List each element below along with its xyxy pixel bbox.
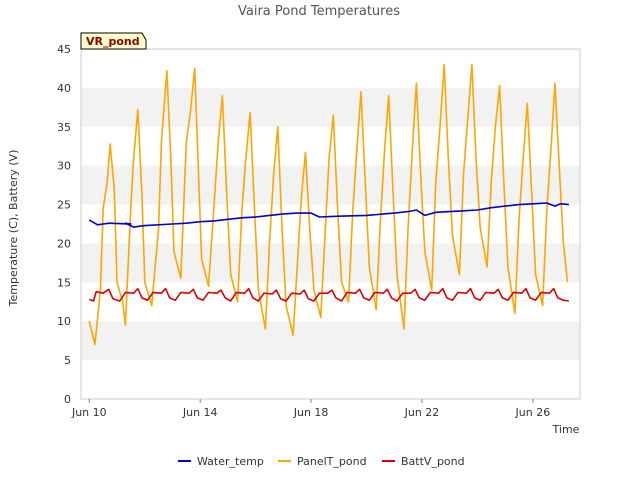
y-tick-label: 45: [57, 43, 71, 56]
x-axis-label: Time: [552, 423, 580, 436]
y-axis-label: Temperature (C), Battery (V): [7, 150, 20, 308]
grid-band: [81, 165, 580, 205]
x-tick-label: Jun 10: [71, 406, 107, 419]
legend: Water_temp PanelT_pond BattV_pond: [178, 455, 465, 468]
x-tick-label: Jun 22: [404, 406, 440, 419]
badge: VR_pond: [80, 32, 147, 50]
y-tick-label: 30: [57, 160, 71, 173]
series-layer: [88, 63, 570, 346]
y-tick-label: 40: [57, 82, 71, 95]
y-axis-ticks: 0 5 10 15 20 25 30 35 40 45: [57, 43, 71, 406]
x-tick-label: Jun 14: [182, 406, 218, 419]
y-tick-label: 15: [57, 276, 71, 289]
plot-frame: [80, 48, 581, 400]
grid-band: [81, 282, 580, 322]
badge-label: VR_pond: [86, 35, 140, 48]
chart-title: Vaira Pond Temperatures: [238, 4, 400, 19]
y-tick-label: 20: [57, 237, 71, 250]
y-tick-label: 10: [57, 315, 71, 328]
x-axis-ticks: Jun 10 Jun 14 Jun 18 Jun 22 Jun 26: [71, 399, 550, 419]
grid-band: [81, 49, 580, 88]
y-tick-label: 5: [64, 354, 71, 367]
x-tick-label: Jun 26: [515, 406, 551, 419]
legend-label: PanelT_pond: [297, 455, 367, 468]
x-tick-label: Jun 18: [293, 406, 329, 419]
legend-label: BattV_pond: [401, 455, 465, 468]
series-line-water-temp: [88, 202, 569, 228]
badge-box: [80, 32, 147, 50]
series-line-panelt-pond: [88, 63, 569, 346]
grid-band: [81, 321, 580, 361]
grid-band: [81, 360, 580, 399]
grid-band: [81, 87, 580, 127]
y-tick-label: 35: [57, 121, 71, 134]
legend-label: Water_temp: [197, 455, 264, 468]
y-tick-label: 25: [57, 199, 71, 212]
series-line-battv-pond: [89, 287, 570, 302]
grid-band: [81, 243, 580, 283]
y-tick-label: 0: [64, 393, 71, 406]
